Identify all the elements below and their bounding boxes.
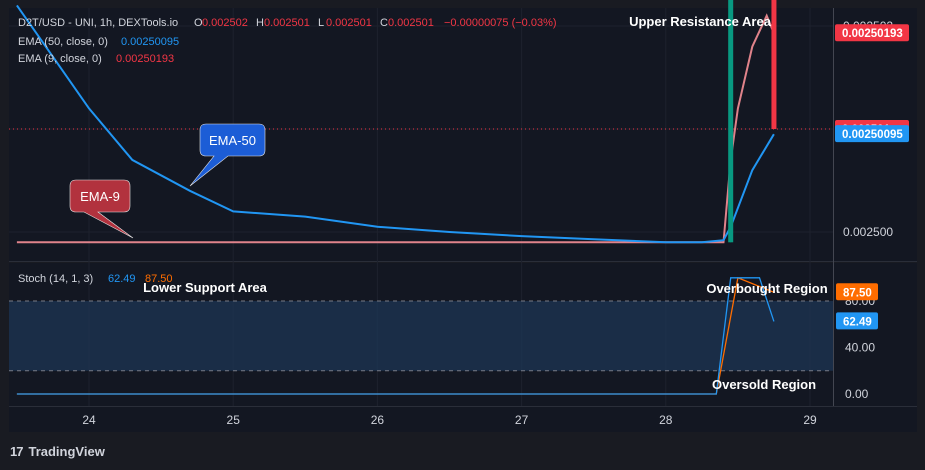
legend-stoch-label: Stoch (14, 1, 3) [18,273,93,285]
price-badge [835,125,909,143]
stoch-badge [836,312,878,330]
ema50-callout-label: EMA-50 [209,133,256,148]
stoch-k-line [16,277,775,395]
legend-stoch-k: 62.49 [108,273,136,285]
legend-stoch-d: 87.50 [145,273,173,285]
pane-divider[interactable] [9,261,917,262]
ema50-callout-bubble [189,123,266,187]
legend-ema9-label: EMA (9, close, 0) [18,53,102,65]
ema9-callout-label: EMA-9 [80,189,120,204]
price-badge-label: 0.00250095 [842,129,903,141]
stoch-badge [836,283,878,301]
legend-ohlc-value-o: 0.002502 [202,17,248,29]
time-axis[interactable] [9,406,917,432]
time-tick-label: 27 [515,413,529,427]
stoch-badge-label: 87.50 [843,287,872,299]
stoch-band-fill [9,301,833,371]
legend-ohlc-key-o: O [194,17,203,29]
time-axis-divider [9,406,917,407]
time-tick-label: 25 [227,413,241,427]
stoch-tick-label: 40.00 [845,341,875,355]
lower-support-annotation: Lower Support Area [143,280,268,295]
candle-body [771,0,777,129]
candle-body [728,0,734,243]
ema9-callout-bubble [69,179,134,239]
overbought-annotation: Overbought Region [706,281,827,296]
time-tick-label: 24 [82,413,96,427]
price-tick-label: 0.002500 [843,225,893,239]
legend-ema50-value: 0.00250095 [121,36,179,48]
tradingview-logo-icon: 17 [10,444,24,459]
stoch-badge-label: 62.49 [843,316,872,328]
legend-ema9-value: 0.00250193 [116,53,174,65]
time-tick-label: 26 [371,413,385,427]
oversold-annotation: Oversold Region [712,377,816,392]
legend-ohlc-value-c: 0.002501 [388,17,434,29]
time-tick-label: 29 [803,413,817,427]
legend-ohlc-value-h: 0.002501 [264,17,310,29]
price-axis-border [833,8,834,406]
price-badge [835,24,909,42]
upper-resistance-annotation: Upper Resistance Area [629,14,772,29]
stoch-tick-label: 0.00 [845,387,869,401]
price-pane[interactable] [9,8,917,261]
ema50-line [16,4,775,244]
legend-ohlc-key-h: H [256,17,264,29]
legend-symbol: D2T/USD - UNI, 1h, DEXTools.io [18,17,178,29]
tradingview-brand-label: TradingView [28,444,105,459]
time-tick-label: 28 [659,413,673,427]
tradingview-brand[interactable]: 17 TradingView [10,444,105,459]
legend-ohlc-key-l: L [318,17,324,29]
legend-ohlc-key-c: C [380,17,388,29]
legend-ohlc-value-l: 0.002501 [326,17,372,29]
price-badge-label: 0.00250193 [842,28,903,40]
legend-ema50-label: EMA (50, close, 0) [18,36,108,48]
legend-change: −0.00000075 (−0.03%) [444,17,557,29]
